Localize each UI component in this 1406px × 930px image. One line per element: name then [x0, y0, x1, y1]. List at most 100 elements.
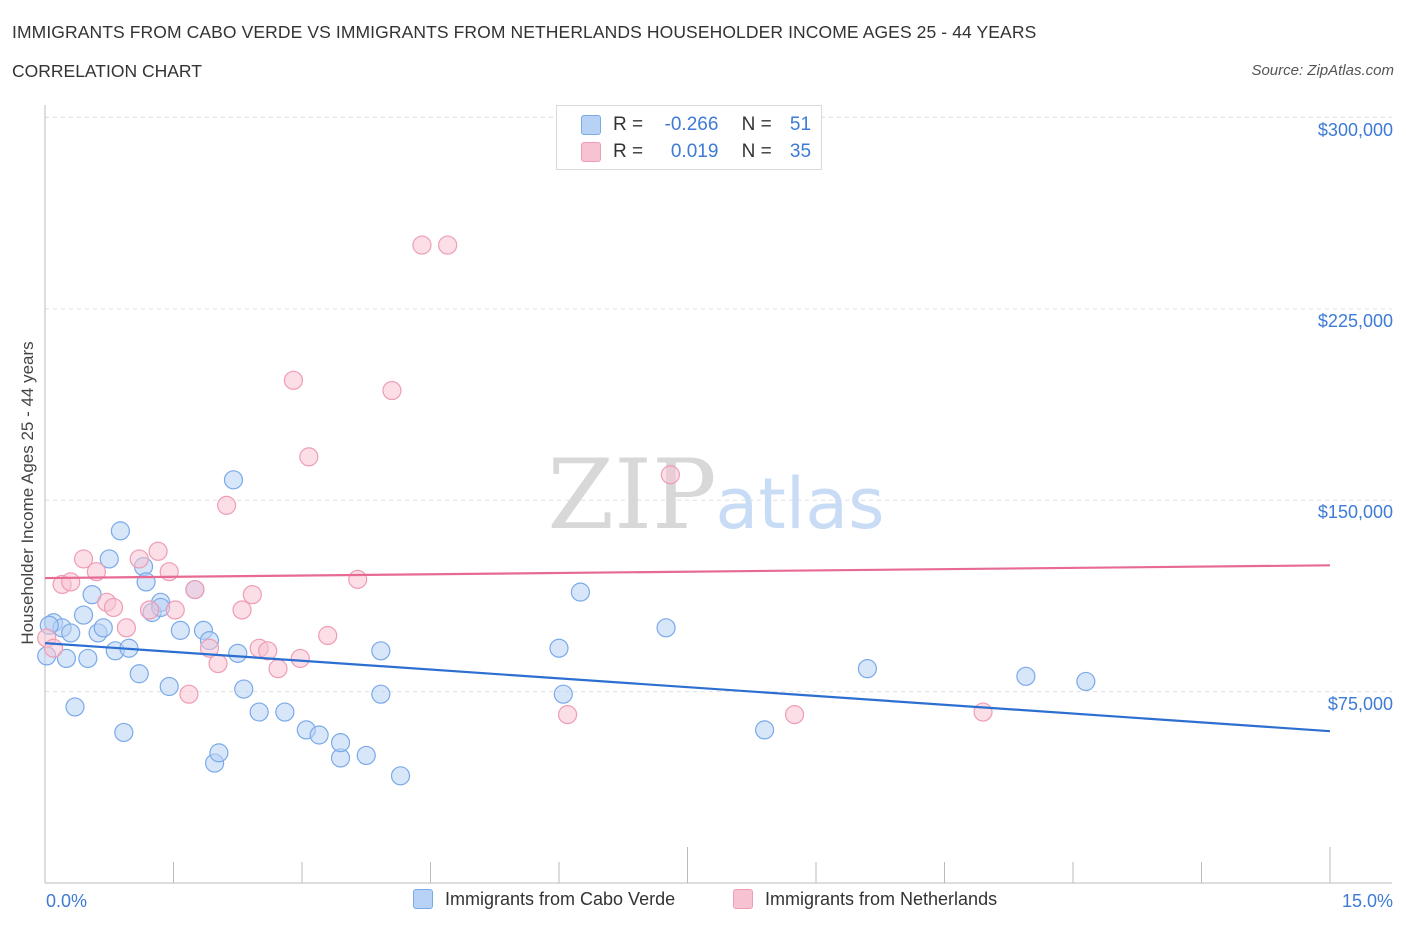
point-netherlands	[660, 465, 680, 485]
point-cabo-verde	[56, 648, 77, 669]
point-netherlands	[318, 625, 338, 646]
point-netherlands	[73, 549, 94, 569]
point-netherlands	[382, 380, 402, 401]
watermark-zip: ZIP	[547, 439, 716, 551]
point-cabo-verde	[330, 733, 351, 753]
point-cabo-verde	[78, 648, 98, 669]
legend-swatch-pink	[733, 889, 753, 909]
point-netherlands	[199, 638, 220, 658]
point-cabo-verde	[209, 743, 229, 763]
legend-r-label: R =	[613, 141, 644, 162]
point-cabo-verde	[390, 766, 411, 786]
point-cabo-verde	[371, 641, 391, 661]
point-netherlands	[148, 541, 168, 561]
point-netherlands	[179, 684, 199, 704]
point-netherlands	[61, 572, 81, 592]
y-tick-label: $75,000	[1327, 693, 1393, 714]
point-cabo-verde	[1076, 671, 1096, 692]
point-cabo-verde	[129, 664, 149, 684]
point-cabo-verde	[356, 745, 376, 766]
point-cabo-verde	[553, 684, 573, 704]
point-netherlands	[116, 618, 136, 638]
legend-r-value: -0.266	[664, 114, 719, 135]
point-netherlands	[290, 648, 310, 669]
point-netherlands	[784, 704, 805, 725]
point-cabo-verde	[309, 725, 329, 745]
point-netherlands	[258, 641, 278, 661]
point-cabo-verde	[73, 605, 94, 625]
legend-row-cabo-verde: R = -0.266 N = 51	[581, 114, 811, 136]
point-netherlands	[412, 235, 432, 255]
point-cabo-verde	[754, 720, 775, 740]
legend-r-label: R =	[613, 114, 644, 135]
point-cabo-verde	[275, 702, 295, 722]
point-cabo-verde	[249, 702, 269, 722]
point-netherlands	[348, 569, 368, 589]
point-cabo-verde	[228, 643, 248, 663]
x-tick-label-min: 0.0%	[46, 891, 88, 911]
trend-lines	[44, 564, 1331, 733]
y-tick-label: $225,000	[1317, 310, 1393, 331]
legend-row-netherlands: R = 0.019 N = 35	[581, 141, 811, 163]
correlation-legend: R = -0.266 N = 51 R = 0.019 N = 35	[556, 105, 822, 170]
bottom-legend-label: Immigrants from Netherlands	[765, 889, 998, 909]
point-cabo-verde	[159, 676, 179, 697]
point-netherlands	[283, 370, 304, 390]
point-netherlands	[165, 600, 185, 620]
point-cabo-verde	[371, 684, 391, 704]
point-cabo-verde	[549, 638, 569, 658]
point-netherlands	[139, 600, 160, 620]
point-cabo-verde	[223, 470, 244, 490]
point-netherlands	[299, 447, 319, 467]
legend-n-value: 35	[789, 141, 812, 162]
point-cabo-verde	[110, 521, 130, 541]
point-cabo-verde	[857, 659, 878, 679]
x-tick-label-max: 15.0%	[1341, 891, 1393, 911]
point-cabo-verde	[570, 582, 591, 602]
watermark-atlas: atlas	[715, 463, 884, 545]
point-cabo-verde	[65, 697, 85, 717]
point-cabo-verde	[234, 679, 254, 699]
point-cabo-verde	[136, 572, 156, 592]
point-netherlands	[232, 600, 252, 620]
point-netherlands	[973, 702, 993, 722]
legend-swatch-blue	[413, 889, 433, 909]
y-tick-label: $150,000	[1317, 502, 1393, 523]
bottom-legend-label: Immigrants from Cabo Verde	[445, 889, 676, 909]
point-cabo-verde	[656, 618, 676, 638]
point-cabo-verde	[99, 549, 119, 569]
chart-title: IMMIGRANTS FROM CABO VERDE VS IMMIGRANTS…	[12, 22, 1037, 42]
point-cabo-verde	[93, 618, 113, 638]
point-netherlands	[103, 597, 124, 618]
legend-swatch-blue	[581, 114, 601, 135]
zipatlas-watermark: ZIP atlas	[547, 439, 884, 551]
point-cabo-verde	[1016, 666, 1036, 686]
data-points	[37, 235, 1096, 786]
point-netherlands	[217, 495, 237, 515]
trend-line-cabo-verde	[44, 642, 1331, 733]
bottom-legend-cabo-verde: Immigrants from Cabo Verde	[413, 889, 675, 910]
point-netherlands	[129, 549, 149, 569]
bottom-legend-netherlands: Immigrants from Netherlands	[733, 889, 997, 910]
point-netherlands	[242, 585, 262, 605]
trend-line-netherlands	[44, 564, 1331, 580]
axes	[44, 105, 1392, 884]
point-netherlands	[208, 653, 228, 674]
point-netherlands	[557, 704, 578, 725]
legend-n-value: 51	[789, 114, 812, 135]
point-netherlands	[86, 562, 107, 582]
point-netherlands	[438, 235, 458, 255]
point-netherlands	[185, 579, 205, 600]
point-netherlands	[43, 638, 64, 658]
legend-swatch-pink	[581, 141, 601, 162]
point-netherlands	[268, 659, 288, 679]
y-axis-label: Householder Income Ages 25 - 44 years	[18, 341, 37, 645]
legend-n-label: N =	[741, 114, 772, 135]
point-cabo-verde	[61, 623, 81, 643]
point-cabo-verde	[170, 620, 190, 640]
y-tick-label: $300,000	[1317, 119, 1393, 140]
legend-r-value: 0.019	[670, 141, 719, 162]
chart-subtitle: CORRELATION CHART	[12, 61, 202, 81]
source-credit: Source: ZipAtlas.com	[1251, 62, 1394, 79]
